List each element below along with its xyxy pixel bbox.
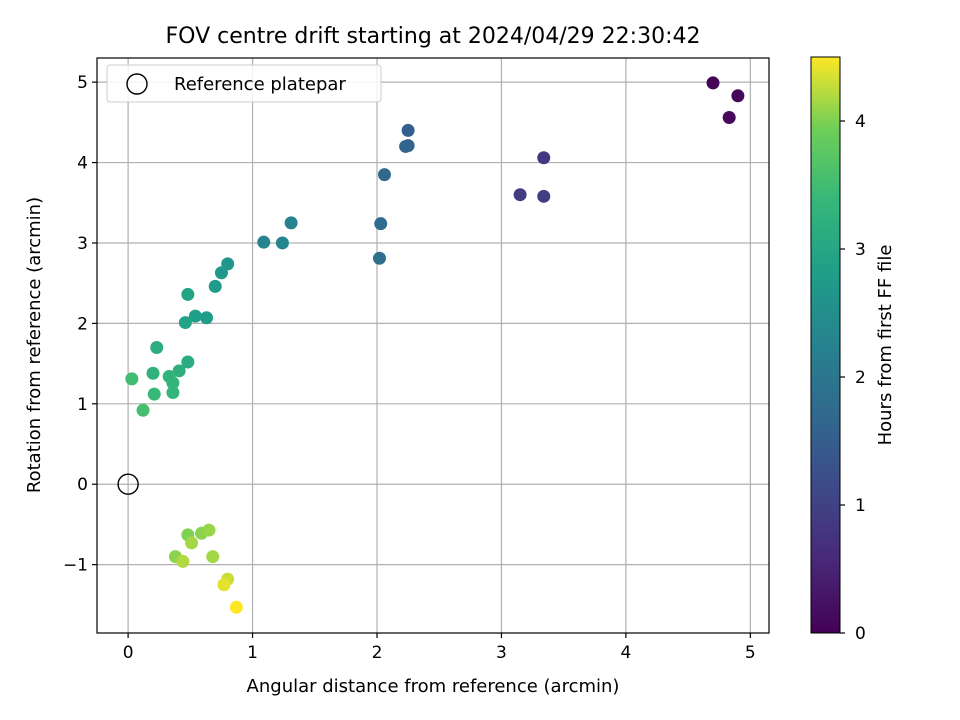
- data-point: [401, 123, 415, 137]
- colorbar-tick-label: 0: [855, 624, 866, 644]
- x-tick-label: 0: [123, 643, 134, 663]
- data-point: [208, 279, 222, 293]
- data-point: [181, 355, 195, 369]
- y-tick-label: 2: [77, 314, 88, 334]
- data-point: [166, 376, 180, 390]
- colorbar-ticks: 0 1 2 3 4: [840, 112, 866, 644]
- data-point: [284, 216, 298, 230]
- colorbar-label: Hours from first FF file: [875, 245, 896, 446]
- x-tick-label: 5: [745, 643, 756, 663]
- data-point: [214, 266, 228, 280]
- x-tick-label: 3: [496, 643, 507, 663]
- data-point: [275, 236, 289, 250]
- data-point: [188, 309, 202, 323]
- data-point: [374, 217, 388, 231]
- legend-marker-icon: [126, 73, 148, 95]
- data-point: [206, 550, 220, 564]
- data-points: [125, 76, 745, 614]
- data-point: [176, 554, 190, 568]
- colorbar-gradient: [810, 56, 841, 634]
- x-axis-ticks: 0 1 2 3 4 5: [123, 633, 756, 663]
- data-point: [166, 386, 180, 400]
- x-axis-label: Angular distance from reference (arcmin): [247, 676, 620, 697]
- y-tick-label: −1: [63, 556, 88, 576]
- data-point: [200, 311, 214, 325]
- y-tick-label: 3: [77, 234, 88, 254]
- grid-lines: [97, 58, 769, 633]
- data-point: [146, 366, 160, 380]
- data-point: [217, 578, 231, 592]
- data-point: [257, 235, 271, 249]
- data-point: [181, 287, 195, 301]
- data-point: [229, 600, 243, 614]
- colorbar-tick-label: 3: [855, 240, 866, 260]
- reference-platepar-marker: [117, 473, 139, 495]
- data-point: [399, 139, 413, 153]
- data-point: [150, 341, 164, 355]
- data-point: [172, 364, 186, 378]
- y-tick-label: 1: [77, 395, 88, 415]
- y-tick-label: 0: [77, 475, 88, 495]
- data-point: [513, 188, 527, 202]
- data-point: [722, 111, 736, 125]
- legend-box: [106, 64, 382, 103]
- plot-frame: [96, 57, 770, 634]
- x-tick-label: 2: [372, 643, 383, 663]
- data-point: [731, 89, 745, 103]
- x-tick-label: 1: [247, 643, 258, 663]
- data-point: [537, 151, 551, 165]
- legend-label: Reference platepar: [174, 74, 346, 95]
- data-point: [372, 251, 386, 265]
- data-point: [706, 76, 720, 90]
- data-point: [136, 403, 150, 417]
- data-point: [125, 372, 139, 386]
- colorbar-tick-label: 1: [855, 496, 866, 516]
- legend: Reference platepar: [106, 64, 382, 103]
- data-point: [202, 523, 216, 537]
- x-tick-label: 4: [620, 643, 631, 663]
- colorbar: 0 1 2 3 4 Hours from first FF file: [810, 56, 896, 644]
- colorbar-tick-label: 2: [855, 368, 866, 388]
- data-point: [377, 168, 391, 182]
- data-point: [147, 387, 161, 401]
- chart-title: FOV centre drift starting at 2024/04/29 …: [166, 24, 701, 49]
- data-point: [537, 189, 551, 203]
- reference-marker: [117, 473, 139, 495]
- y-axis-label: Rotation from reference (arcmin): [24, 197, 45, 493]
- y-tick-label: 5: [77, 73, 88, 93]
- data-point: [185, 536, 199, 550]
- colorbar-tick-label: 4: [855, 112, 866, 132]
- y-axis-ticks: −1 0 1 2 3 4 5: [63, 73, 97, 576]
- y-tick-label: 4: [77, 154, 88, 174]
- plot-area: [96, 57, 770, 634]
- data-point: [178, 316, 192, 330]
